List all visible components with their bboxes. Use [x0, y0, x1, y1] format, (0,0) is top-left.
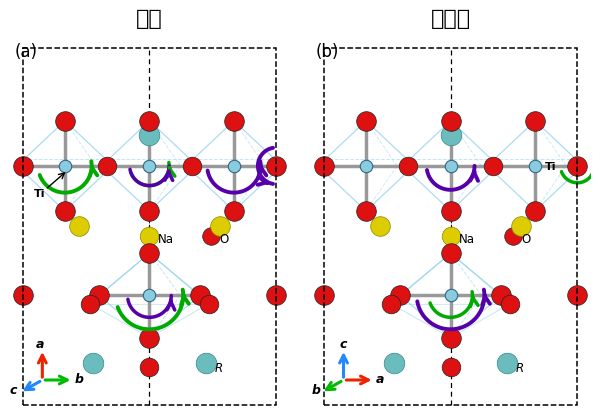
- Point: [145, 163, 154, 169]
- Text: Ti: Ti: [545, 162, 556, 172]
- Text: (a): (a): [14, 43, 37, 61]
- Point: [201, 360, 211, 367]
- Point: [404, 163, 413, 169]
- Point: [206, 233, 216, 240]
- Text: O: O: [220, 233, 229, 246]
- Text: a: a: [376, 373, 384, 386]
- Point: [446, 208, 455, 214]
- Point: [18, 163, 28, 169]
- Point: [85, 301, 95, 307]
- Point: [229, 208, 239, 214]
- Point: [446, 364, 455, 371]
- Text: a: a: [35, 338, 44, 351]
- Point: [497, 292, 506, 299]
- Text: c: c: [339, 338, 347, 351]
- Point: [446, 233, 455, 240]
- Point: [271, 163, 281, 169]
- Text: b: b: [311, 384, 320, 397]
- Point: [145, 233, 154, 240]
- Point: [508, 233, 517, 240]
- Point: [204, 301, 214, 307]
- Point: [74, 223, 84, 230]
- Text: $R$: $R$: [214, 362, 223, 375]
- Point: [215, 223, 224, 230]
- Point: [361, 163, 371, 169]
- Point: [187, 163, 196, 169]
- Point: [229, 117, 239, 124]
- Title: 従来: 従来: [136, 9, 163, 29]
- Point: [60, 117, 70, 124]
- Point: [103, 163, 112, 169]
- Point: [505, 301, 515, 307]
- Point: [319, 163, 329, 169]
- Point: [395, 292, 404, 299]
- Point: [145, 364, 154, 371]
- Point: [60, 208, 70, 214]
- Point: [572, 292, 582, 299]
- Point: [361, 117, 371, 124]
- Point: [572, 163, 582, 169]
- Point: [446, 250, 455, 257]
- Point: [94, 292, 103, 299]
- Point: [145, 132, 154, 138]
- Point: [361, 208, 371, 214]
- Text: Ti: Ti: [34, 189, 46, 199]
- Point: [229, 163, 239, 169]
- Point: [516, 223, 526, 230]
- Point: [271, 292, 281, 299]
- Title: 本研究: 本研究: [431, 9, 470, 29]
- Point: [446, 334, 455, 341]
- Point: [145, 334, 154, 341]
- Point: [319, 292, 329, 299]
- Point: [446, 132, 455, 138]
- Point: [386, 301, 396, 307]
- Point: [446, 163, 455, 169]
- Point: [376, 223, 385, 230]
- Text: b: b: [75, 373, 84, 386]
- Point: [530, 208, 540, 214]
- Point: [446, 292, 455, 299]
- Point: [145, 292, 154, 299]
- Text: (b): (b): [316, 43, 339, 61]
- Text: O: O: [521, 233, 530, 246]
- Text: Na: Na: [459, 233, 475, 246]
- Point: [446, 117, 455, 124]
- Point: [488, 163, 497, 169]
- Point: [145, 208, 154, 214]
- Text: Na: Na: [158, 233, 174, 246]
- Point: [145, 250, 154, 257]
- Point: [530, 163, 540, 169]
- Point: [530, 117, 540, 124]
- Text: $R$: $R$: [515, 362, 524, 375]
- Point: [88, 360, 98, 367]
- Point: [60, 163, 70, 169]
- Point: [145, 117, 154, 124]
- Point: [196, 292, 205, 299]
- Point: [18, 292, 28, 299]
- Point: [502, 360, 512, 367]
- Text: c: c: [10, 384, 17, 397]
- Point: [389, 360, 399, 367]
